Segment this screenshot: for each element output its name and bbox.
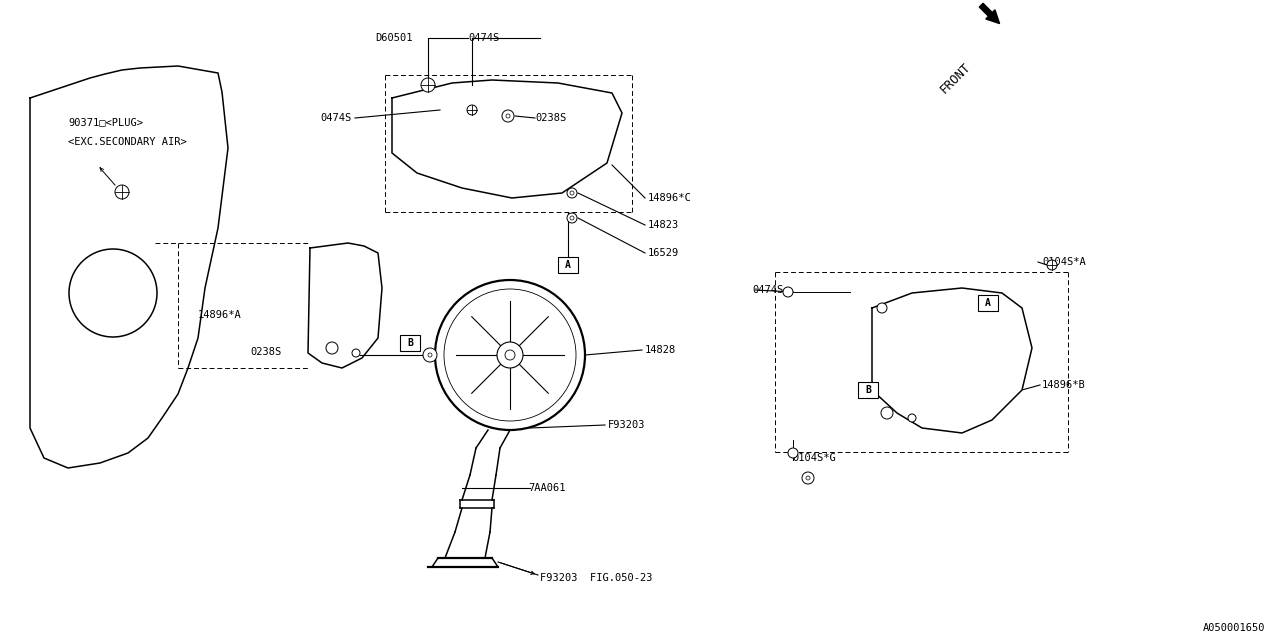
Circle shape <box>881 407 893 419</box>
Circle shape <box>428 353 433 357</box>
Text: 0104S*G: 0104S*G <box>792 453 836 463</box>
Text: 0474S: 0474S <box>468 33 499 43</box>
Circle shape <box>570 216 573 220</box>
Circle shape <box>570 191 573 195</box>
Circle shape <box>877 303 887 313</box>
Text: F93203  FIG.050-23: F93203 FIG.050-23 <box>540 573 653 583</box>
Circle shape <box>326 342 338 354</box>
Text: <EXC.SECONDARY AIR>: <EXC.SECONDARY AIR> <box>68 137 187 147</box>
Text: 0238S: 0238S <box>535 113 566 123</box>
Bar <box>558 257 579 273</box>
Bar <box>858 382 878 398</box>
Text: 7AA061: 7AA061 <box>529 483 566 493</box>
Text: 0104S*A: 0104S*A <box>1042 257 1085 267</box>
Polygon shape <box>872 288 1032 433</box>
Circle shape <box>788 448 797 458</box>
Text: 14896*A: 14896*A <box>198 310 242 320</box>
Text: 14823: 14823 <box>648 220 680 230</box>
Text: 0238S: 0238S <box>251 347 282 357</box>
Text: 0474S: 0474S <box>753 285 783 295</box>
Circle shape <box>421 78 435 92</box>
Bar <box>978 295 998 311</box>
Circle shape <box>69 249 157 337</box>
Circle shape <box>567 213 577 223</box>
Circle shape <box>352 349 360 357</box>
Text: 0474S: 0474S <box>321 113 352 123</box>
Circle shape <box>783 287 794 297</box>
Text: F93203: F93203 <box>608 420 645 430</box>
Circle shape <box>435 280 585 430</box>
Text: A: A <box>986 298 991 308</box>
Circle shape <box>467 105 477 115</box>
Circle shape <box>803 472 814 484</box>
Circle shape <box>567 188 577 198</box>
Text: B: B <box>407 338 413 348</box>
Circle shape <box>497 342 524 368</box>
Circle shape <box>506 114 509 118</box>
Text: A: A <box>564 260 571 270</box>
Polygon shape <box>392 80 622 198</box>
Circle shape <box>422 348 436 362</box>
Text: 16529: 16529 <box>648 248 680 258</box>
Circle shape <box>115 185 129 199</box>
Circle shape <box>506 350 515 360</box>
Circle shape <box>444 289 576 421</box>
Text: D60501: D60501 <box>375 33 412 43</box>
Text: B: B <box>865 385 870 395</box>
Circle shape <box>908 414 916 422</box>
Circle shape <box>806 476 810 480</box>
Text: 14896*B: 14896*B <box>1042 380 1085 390</box>
Circle shape <box>502 110 515 122</box>
Bar <box>401 335 420 351</box>
Circle shape <box>1047 260 1057 270</box>
Text: A050001650: A050001650 <box>1202 623 1265 633</box>
Text: 14896*C: 14896*C <box>648 193 691 203</box>
Text: 14828: 14828 <box>645 345 676 355</box>
Text: 90371□<PLUG>: 90371□<PLUG> <box>68 117 143 127</box>
Text: FRONT: FRONT <box>937 60 973 96</box>
